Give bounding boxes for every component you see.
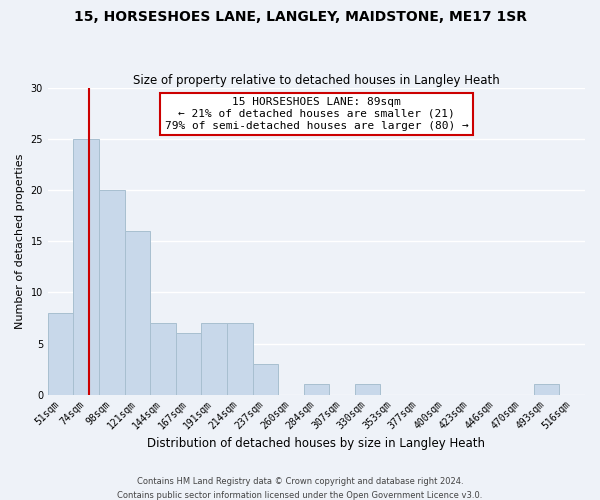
X-axis label: Distribution of detached houses by size in Langley Heath: Distribution of detached houses by size … <box>148 437 485 450</box>
Bar <box>355 384 380 394</box>
Bar <box>48 313 73 394</box>
Bar <box>150 323 176 394</box>
Text: 15 HORSESHOES LANE: 89sqm
← 21% of detached houses are smaller (21)
79% of semi-: 15 HORSESHOES LANE: 89sqm ← 21% of detac… <box>164 98 469 130</box>
Bar <box>99 190 125 394</box>
Text: 15, HORSESHOES LANE, LANGLEY, MAIDSTONE, ME17 1SR: 15, HORSESHOES LANE, LANGLEY, MAIDSTONE,… <box>74 10 527 24</box>
Bar <box>304 384 329 394</box>
Bar <box>73 139 99 394</box>
Y-axis label: Number of detached properties: Number of detached properties <box>15 154 25 329</box>
Bar <box>253 364 278 394</box>
Title: Size of property relative to detached houses in Langley Heath: Size of property relative to detached ho… <box>133 74 500 87</box>
Bar <box>125 231 150 394</box>
Bar <box>227 323 253 394</box>
Bar <box>202 323 227 394</box>
Text: Contains HM Land Registry data © Crown copyright and database right 2024.
Contai: Contains HM Land Registry data © Crown c… <box>118 478 482 500</box>
Bar <box>176 334 202 394</box>
Bar <box>534 384 559 394</box>
